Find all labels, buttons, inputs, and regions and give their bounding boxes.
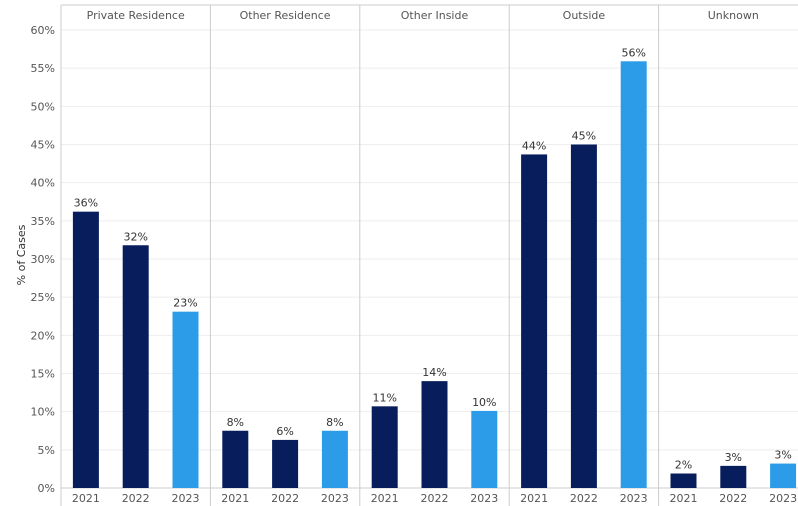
bar: [272, 439, 299, 488]
bar: [521, 154, 548, 488]
x-tick-label: 2022: [421, 492, 449, 505]
bar: [222, 430, 249, 488]
panel: Outside 44% 2021 45% 2022 56% 2023: [520, 9, 648, 505]
bar: [770, 463, 797, 488]
y-tick-label: 5%: [38, 444, 55, 457]
bar-value-label: 56%: [621, 46, 645, 59]
x-tick-label: 2021: [520, 492, 548, 505]
panel-title: Unknown: [708, 9, 759, 22]
bar: [720, 465, 747, 488]
panel-title: Other Residence: [240, 9, 331, 22]
bar-value-label: 36%: [74, 197, 98, 210]
panel: Private Residence 36% 2021 32% 2022 23% 2023: [72, 9, 200, 505]
x-tick-label: 2021: [221, 492, 249, 505]
y-axis: 0% 5% 10% 15% 20% 25% 30% 35% 40% 45% 50% 55% 60%: [31, 24, 55, 495]
y-tick-label: 20%: [31, 329, 55, 342]
bar-value-label: 23%: [173, 297, 197, 310]
bar: [570, 144, 597, 488]
x-tick-label: 2023: [769, 492, 797, 505]
bar-value-label: 14%: [422, 366, 446, 379]
x-tick-label: 2022: [719, 492, 747, 505]
y-tick-label: 50%: [31, 100, 55, 113]
panels: Private Residence36%202132%202223%2023Ot…: [72, 9, 797, 505]
bar-value-label: 44%: [522, 139, 546, 152]
bar-value-label: 45%: [572, 130, 596, 143]
x-tick-label: 2023: [321, 492, 349, 505]
y-tick-label: 35%: [31, 215, 55, 228]
panel-title: Private Residence: [87, 9, 185, 22]
bar-value-label: 6%: [276, 425, 293, 438]
y-tick-label: 40%: [31, 177, 55, 190]
bar-value-label: 3%: [774, 449, 791, 462]
y-tick-label: 15%: [31, 368, 55, 381]
y-tick-label: 30%: [31, 253, 55, 266]
panel-title: Outside: [563, 9, 606, 22]
bar-value-label: 10%: [472, 396, 496, 409]
bar: [321, 430, 348, 488]
bar-value-label: 32%: [123, 230, 147, 243]
bar-value-label: 8%: [326, 416, 343, 429]
x-tick-label: 2022: [122, 492, 150, 505]
y-tick-label: 10%: [31, 406, 55, 419]
x-tick-label: 2021: [371, 492, 399, 505]
bar: [421, 381, 448, 488]
panel-title: Other Inside: [401, 9, 469, 22]
y-tick-label: 55%: [31, 62, 55, 75]
y-tick-label: 60%: [31, 24, 55, 37]
x-tick-label: 2022: [271, 492, 299, 505]
x-tick-label: 2023: [470, 492, 498, 505]
panel: Other Inside 11% 2021 14% 2022 10% 2023: [371, 9, 499, 505]
bar: [172, 311, 199, 488]
y-tick-label: 45%: [31, 139, 55, 152]
bar: [371, 406, 398, 488]
x-tick-label: 2022: [570, 492, 598, 505]
y-axis-label: % of Cases: [15, 224, 28, 285]
y-tick-label: 0%: [38, 482, 55, 495]
y-tick-label: 25%: [31, 291, 55, 304]
x-tick-label: 2021: [670, 492, 698, 505]
x-tick-label: 2023: [620, 492, 648, 505]
bar: [72, 211, 99, 488]
x-tick-label: 2021: [72, 492, 100, 505]
bar: [670, 473, 697, 488]
x-tick-label: 2023: [172, 492, 200, 505]
bar: [122, 245, 149, 488]
bar-value-label: 8%: [227, 416, 244, 429]
bar-value-label: 2%: [675, 458, 692, 471]
panel: Unknown 2% 2021 3% 2022 3% 2023: [670, 9, 798, 505]
bar: [620, 61, 647, 489]
bar-value-label: 11%: [372, 391, 396, 404]
bar: [471, 410, 498, 488]
panel: Other Residence 8% 2021 6% 2022 8% 2023: [221, 9, 349, 505]
bar-value-label: 3%: [725, 451, 742, 464]
